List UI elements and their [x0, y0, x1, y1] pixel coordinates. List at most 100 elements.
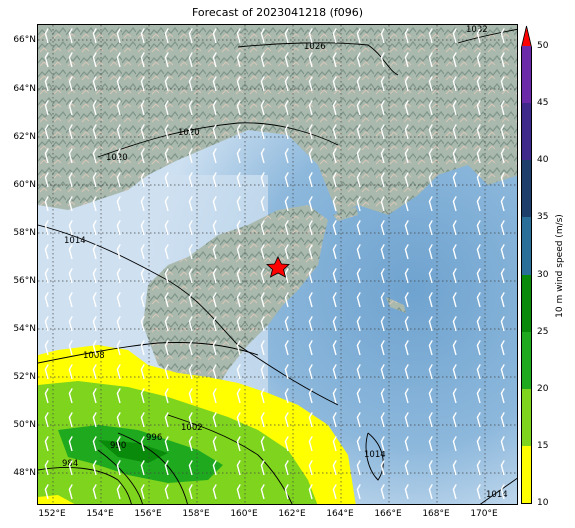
wind-barb	[188, 292, 193, 308]
wind-barb	[284, 340, 289, 356]
wind-barb	[68, 460, 73, 476]
wind-barb	[188, 460, 193, 476]
wind-barb	[212, 388, 217, 404]
wind-barb	[452, 124, 457, 140]
wind-barb	[356, 388, 361, 404]
wind-barb	[428, 244, 433, 260]
wind-barb	[284, 316, 289, 332]
wind-barb	[332, 244, 337, 260]
wind-barb	[116, 172, 121, 188]
wind-barb	[404, 100, 409, 116]
island-east	[333, 207, 358, 221]
wind-barb	[164, 244, 169, 260]
wind-barb	[452, 76, 457, 92]
wind-barb	[44, 52, 49, 68]
wind-barb	[428, 28, 433, 44]
wind-barb	[356, 28, 361, 44]
wind-barb	[308, 292, 313, 308]
wind-barb	[236, 124, 241, 140]
wind-barb	[284, 196, 289, 212]
wind-barb	[500, 412, 505, 428]
wind-barb	[404, 484, 409, 500]
wind-barb	[212, 148, 217, 164]
colorbar-tick-label: 50	[537, 41, 549, 51]
wind-barb	[404, 52, 409, 68]
wind-barb	[44, 484, 49, 500]
wind-barb	[380, 268, 385, 284]
wind-barb	[428, 76, 433, 92]
colorbar-tick-label: 40	[537, 155, 549, 166]
wind-barb	[452, 316, 457, 332]
wind-barb	[332, 412, 337, 428]
wind-barb	[284, 52, 289, 68]
wind-barb	[236, 100, 241, 116]
wind-barb	[308, 436, 313, 452]
colorbar-segment	[522, 388, 531, 446]
wind-barb	[116, 220, 121, 236]
wind-barb	[380, 340, 385, 356]
wind-barb	[260, 220, 265, 236]
wind-barb	[332, 484, 337, 500]
wind-barb	[356, 52, 361, 68]
wind-barb	[500, 436, 505, 452]
wind-barb	[476, 292, 481, 308]
wind-barb	[116, 76, 121, 92]
wind-barb	[212, 244, 217, 260]
wind-barb	[476, 244, 481, 260]
wind-barb	[428, 388, 433, 404]
colorbar-tick-label: 45	[537, 98, 549, 109]
map-title: Forecast of 2023041218 (f096)	[191, 6, 364, 19]
wind-barb	[476, 172, 481, 188]
wind-barb	[260, 52, 265, 68]
wind-barb	[116, 244, 121, 260]
wind-barb	[164, 388, 169, 404]
wind-barb	[68, 484, 73, 500]
wind-barb	[92, 220, 97, 236]
wind-barb	[236, 292, 241, 308]
wind-barb	[68, 124, 73, 140]
wind-barb	[164, 268, 169, 284]
wind-barb	[44, 172, 49, 188]
wind-barb	[476, 484, 481, 500]
colorbar-tick-label: 20	[537, 383, 549, 394]
isobar-label: 1026	[304, 42, 326, 52]
wind-barb	[188, 172, 193, 188]
wind-barb	[188, 268, 193, 284]
wind-barb	[44, 28, 49, 44]
wind-barb	[500, 172, 505, 188]
wind-barb	[308, 244, 313, 260]
wind-barb	[404, 172, 409, 188]
wind-barb	[356, 460, 361, 476]
wind-barb	[236, 268, 241, 284]
colorbar-segment	[522, 159, 531, 218]
wind-barb	[356, 172, 361, 188]
wind-barb	[500, 100, 505, 116]
wind-barb	[476, 76, 481, 92]
wind-barb	[68, 316, 73, 332]
wind-barb	[116, 292, 121, 308]
wind-barb	[188, 100, 193, 116]
wind-barb	[404, 148, 409, 164]
wind-barb	[404, 28, 409, 44]
wind-barb	[236, 388, 241, 404]
wind-barb	[68, 196, 73, 212]
isobar-label: 1008	[83, 351, 105, 361]
wind-barb	[404, 268, 409, 284]
wind-barb	[44, 268, 49, 284]
wind-barb	[116, 484, 121, 500]
wind-barb	[140, 196, 145, 212]
wind-barb	[500, 28, 505, 44]
wind-barb	[308, 52, 313, 68]
wind-barb	[68, 100, 73, 116]
wind-barb	[428, 52, 433, 68]
wind-barb	[236, 244, 241, 260]
wind-barb	[140, 76, 145, 92]
wind-barb	[164, 124, 169, 140]
isobar-label: 1014	[64, 236, 86, 246]
wind-barb	[380, 52, 385, 68]
wind-barb	[332, 148, 337, 164]
wind-barb	[500, 148, 505, 164]
wind-barb	[260, 316, 265, 332]
wind-barb	[68, 436, 73, 452]
isobar-label: 1020	[178, 128, 200, 138]
